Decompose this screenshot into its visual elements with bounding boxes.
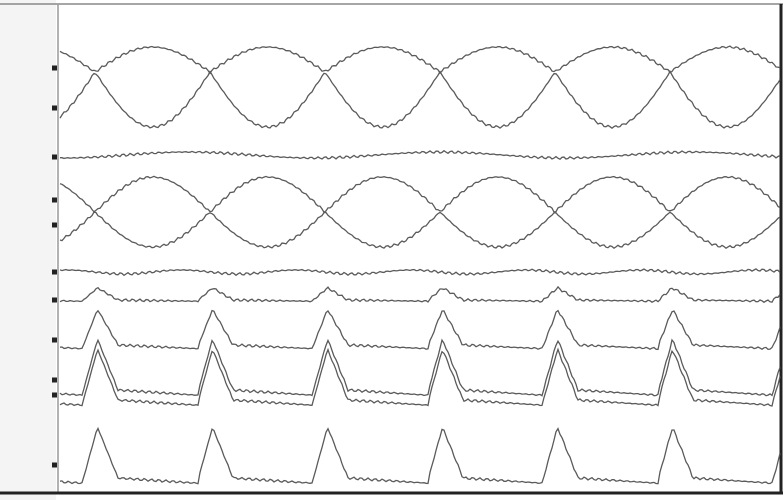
trace [59,338,781,397]
channel-marker [52,297,57,303]
channel-markers [52,65,57,468]
trace [59,285,781,304]
trace [59,347,781,407]
trace [59,175,781,214]
channel-marker [52,222,57,228]
trace [59,268,781,277]
channel-marker [52,65,57,71]
trace [59,211,781,250]
trace [59,426,781,485]
channel-marker [52,197,57,203]
trace [59,309,781,351]
traces [59,45,781,485]
channel-marker [52,154,57,160]
channel-marker [52,462,57,468]
trace [59,45,781,75]
trace [60,149,781,160]
channel-marker [52,269,57,275]
trace [59,70,781,130]
channel-marker [52,377,57,383]
channel-marker [52,105,57,111]
channel-marker [52,337,57,343]
channel-marker [52,392,57,398]
channel-label-margin [0,0,56,500]
